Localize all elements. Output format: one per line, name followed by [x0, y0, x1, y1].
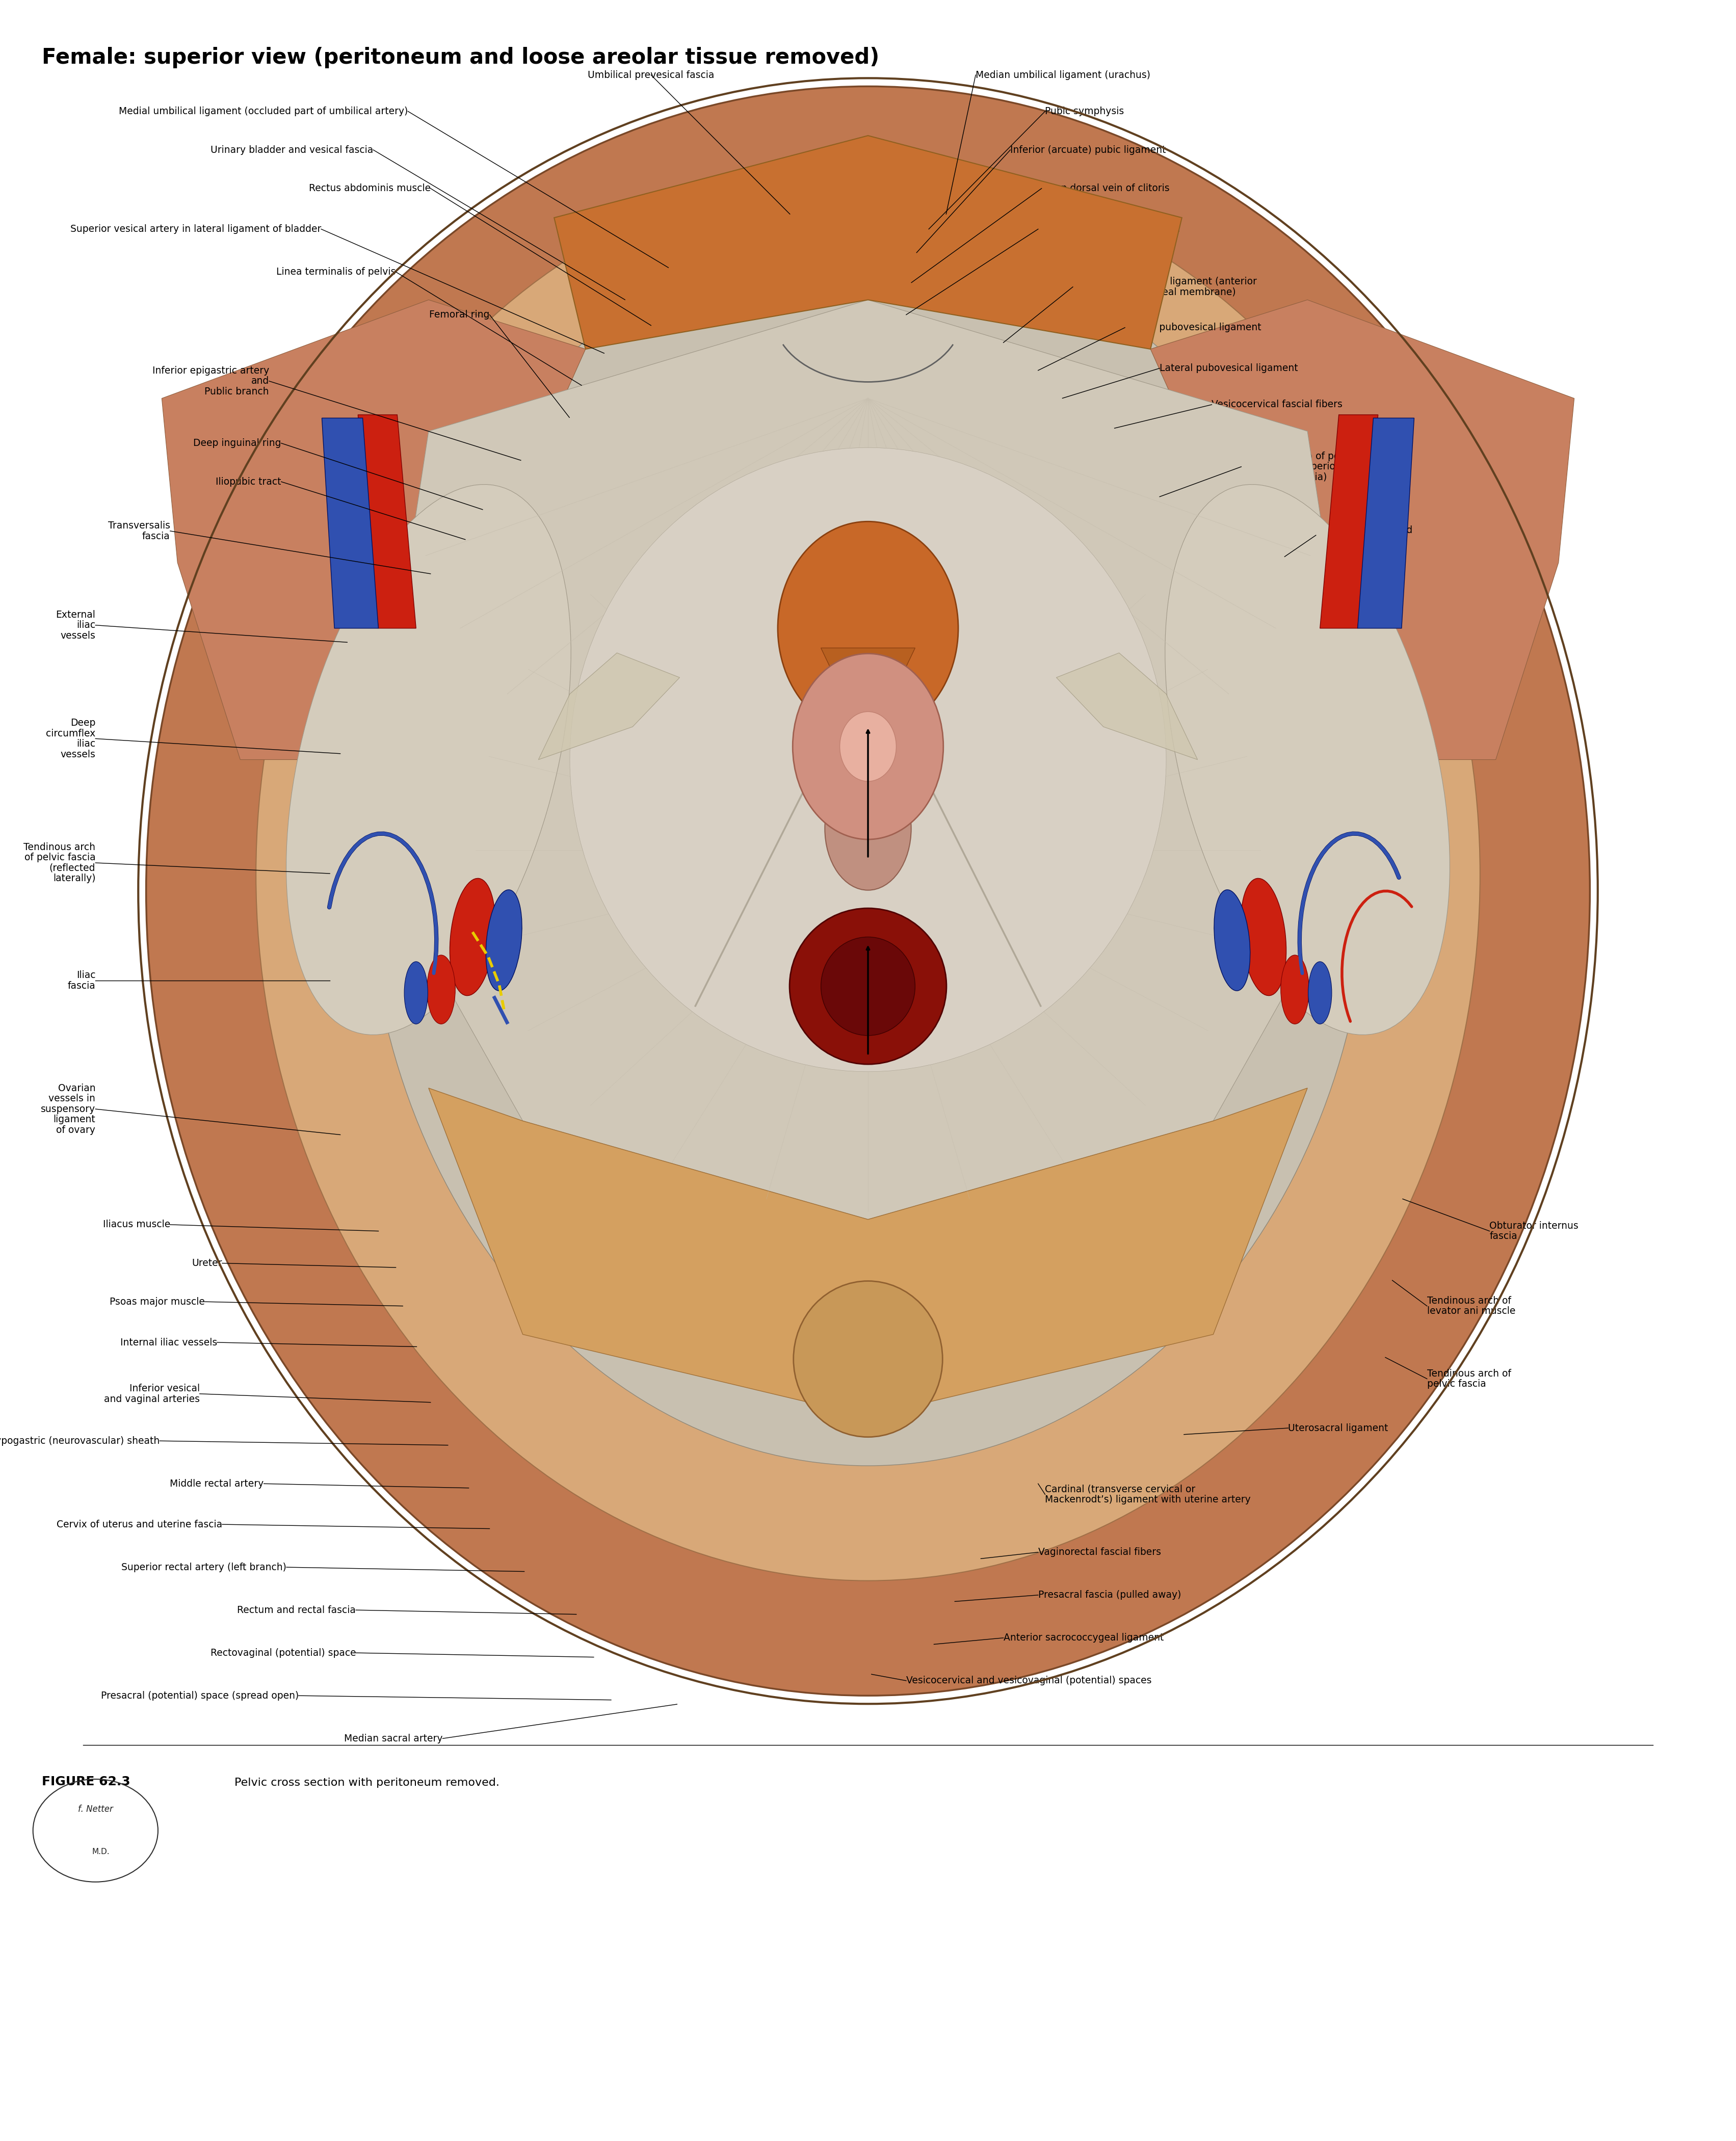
Ellipse shape — [821, 938, 915, 1036]
Polygon shape — [366, 300, 1370, 1220]
Text: Transverse perineal ligament (anterior
thickening of perineal membrane): Transverse perineal ligament (anterior t… — [1073, 276, 1257, 298]
Ellipse shape — [1213, 891, 1250, 991]
Text: Vaginorectal fascial fibers: Vaginorectal fascial fibers — [1038, 1548, 1161, 1557]
Text: Ureter: Ureter — [193, 1259, 222, 1267]
Polygon shape — [538, 653, 681, 760]
Polygon shape — [1055, 653, 1198, 760]
Text: Cardinal (transverse cervical or
Mackenrodt’s) ligament with uterine artery: Cardinal (transverse cervical or Mackenr… — [1045, 1484, 1252, 1505]
Ellipse shape — [404, 961, 427, 1023]
Text: Obturator canal and
obturator artery: Obturator canal and obturator artery — [1316, 525, 1413, 546]
Text: Pubic symphysis: Pubic symphysis — [1045, 107, 1125, 116]
Ellipse shape — [427, 955, 455, 1023]
Text: Pelvic cross section with peritoneum removed.: Pelvic cross section with peritoneum rem… — [234, 1777, 500, 1788]
Text: Tendinous arch of
levator ani muscle: Tendinous arch of levator ani muscle — [1427, 1295, 1516, 1317]
Ellipse shape — [1309, 961, 1332, 1023]
Ellipse shape — [286, 484, 571, 1034]
Text: Inferior epigastric artery
and
Public branch: Inferior epigastric artery and Public br… — [153, 366, 269, 396]
Text: Ovarian
vessels in
suspensory
ligament
of ovary: Ovarian vessels in suspensory ligament o… — [42, 1083, 95, 1135]
Circle shape — [840, 711, 896, 781]
Text: Lateral pubovesical ligament: Lateral pubovesical ligament — [1160, 364, 1299, 373]
Ellipse shape — [255, 169, 1481, 1580]
Ellipse shape — [825, 766, 911, 891]
Text: Cervix of uterus and uterine fascia: Cervix of uterus and uterine fascia — [57, 1520, 222, 1529]
Polygon shape — [554, 135, 1182, 349]
Ellipse shape — [146, 86, 1590, 1696]
Text: Rectum and rectal fascia: Rectum and rectal fascia — [238, 1606, 356, 1614]
Ellipse shape — [366, 233, 1370, 1467]
Text: Obturator internus
fascia: Obturator internus fascia — [1489, 1220, 1578, 1242]
Text: Median umbilical ligament (urachus): Median umbilical ligament (urachus) — [976, 71, 1151, 79]
Text: Hypogastric (neurovascular) sheath: Hypogastric (neurovascular) sheath — [0, 1437, 160, 1445]
Polygon shape — [358, 415, 417, 627]
Polygon shape — [1358, 417, 1415, 627]
Ellipse shape — [793, 1280, 943, 1437]
Text: Tendinous arch
of pelvic fascia
(reflected
laterally): Tendinous arch of pelvic fascia (reflect… — [24, 841, 95, 884]
Text: Linea terminalis of pelvis: Linea terminalis of pelvis — [276, 268, 396, 276]
Ellipse shape — [1281, 955, 1309, 1023]
Text: Inferior vesical
and vaginal arteries: Inferior vesical and vaginal arteries — [104, 1383, 200, 1404]
Text: Uterosacral ligament: Uterosacral ligament — [1288, 1424, 1389, 1432]
Polygon shape — [321, 417, 378, 627]
Text: Iliac
fascia: Iliac fascia — [68, 970, 95, 991]
Text: Internal iliac vessels: Internal iliac vessels — [120, 1338, 217, 1347]
Text: Median sacral artery: Median sacral artery — [344, 1734, 443, 1743]
Polygon shape — [821, 649, 915, 698]
Text: Presacral (potential) space (spread open): Presacral (potential) space (spread open… — [101, 1691, 299, 1700]
Polygon shape — [1151, 300, 1575, 760]
Text: f. Netter: f. Netter — [78, 1805, 113, 1813]
Text: Transversalis
fascia: Transversalis fascia — [108, 520, 170, 542]
Text: Medial pubovesical ligament: Medial pubovesical ligament — [1125, 323, 1262, 332]
Text: Deep inguinal ring: Deep inguinal ring — [193, 439, 281, 447]
Text: Female: superior view (peritoneum and loose areolar tissue removed): Female: superior view (peritoneum and lo… — [42, 47, 878, 69]
Text: Psoas major muscle: Psoas major muscle — [109, 1297, 205, 1306]
Text: Urinary bladder and vesical fascia: Urinary bladder and vesical fascia — [210, 146, 373, 154]
Text: Tendinous arch of
pelvic fascia: Tendinous arch of pelvic fascia — [1427, 1368, 1510, 1390]
Text: Medial umbilical ligament (occluded part of umbilical artery): Medial umbilical ligament (occluded part… — [118, 107, 408, 116]
Text: Inferior (arcuate) pubic ligament: Inferior (arcuate) pubic ligament — [1010, 146, 1167, 154]
Circle shape — [793, 653, 943, 839]
Text: Iliacus muscle: Iliacus muscle — [102, 1220, 170, 1229]
Text: Superior vesical artery in lateral ligament of bladder: Superior vesical artery in lateral ligam… — [69, 225, 321, 233]
Text: Superior rectal artery (left branch): Superior rectal artery (left branch) — [122, 1563, 286, 1571]
Text: Deep dorsal vein of clitoris: Deep dorsal vein of clitoris — [1042, 184, 1170, 193]
Text: Vesicocervical fascial fibers: Vesicocervical fascial fibers — [1212, 400, 1342, 409]
Ellipse shape — [450, 878, 495, 996]
Text: Superior fascia of pelvic
diaphragm (superior
levator ani fascia): Superior fascia of pelvic diaphragm (sup… — [1241, 452, 1356, 482]
Text: Retropubic (prevesical) space: Retropubic (prevesical) space — [1038, 225, 1180, 233]
Polygon shape — [161, 300, 585, 760]
Ellipse shape — [778, 522, 958, 734]
Text: Middle rectal artery: Middle rectal artery — [170, 1479, 264, 1488]
Text: Presacral fascia (pulled away): Presacral fascia (pulled away) — [1038, 1591, 1180, 1599]
Text: Rectovaginal (potential) space: Rectovaginal (potential) space — [210, 1649, 356, 1657]
Ellipse shape — [486, 891, 523, 991]
Polygon shape — [1319, 415, 1378, 627]
Text: External
iliac
vessels: External iliac vessels — [56, 610, 95, 640]
Text: Vesicocervical and vesicovaginal (potential) spaces: Vesicocervical and vesicovaginal (potent… — [906, 1676, 1151, 1685]
Text: M.D.: M.D. — [92, 1848, 109, 1856]
Text: FIGURE 62.3: FIGURE 62.3 — [42, 1775, 130, 1788]
Text: Anterior sacrococcygeal ligament: Anterior sacrococcygeal ligament — [1003, 1634, 1163, 1642]
Text: Rectus abdominis muscle: Rectus abdominis muscle — [309, 184, 431, 193]
Ellipse shape — [1165, 484, 1450, 1034]
Polygon shape — [429, 1088, 1307, 1417]
Text: Umbilical prevesical fascia: Umbilical prevesical fascia — [589, 71, 713, 79]
Ellipse shape — [1241, 878, 1286, 996]
Text: Deep
circumflex
iliac
vessels: Deep circumflex iliac vessels — [45, 717, 95, 760]
Ellipse shape — [790, 908, 946, 1064]
Ellipse shape — [569, 447, 1167, 1073]
Text: Iliopubic tract: Iliopubic tract — [215, 477, 281, 486]
Text: Femoral ring: Femoral ring — [429, 310, 490, 319]
